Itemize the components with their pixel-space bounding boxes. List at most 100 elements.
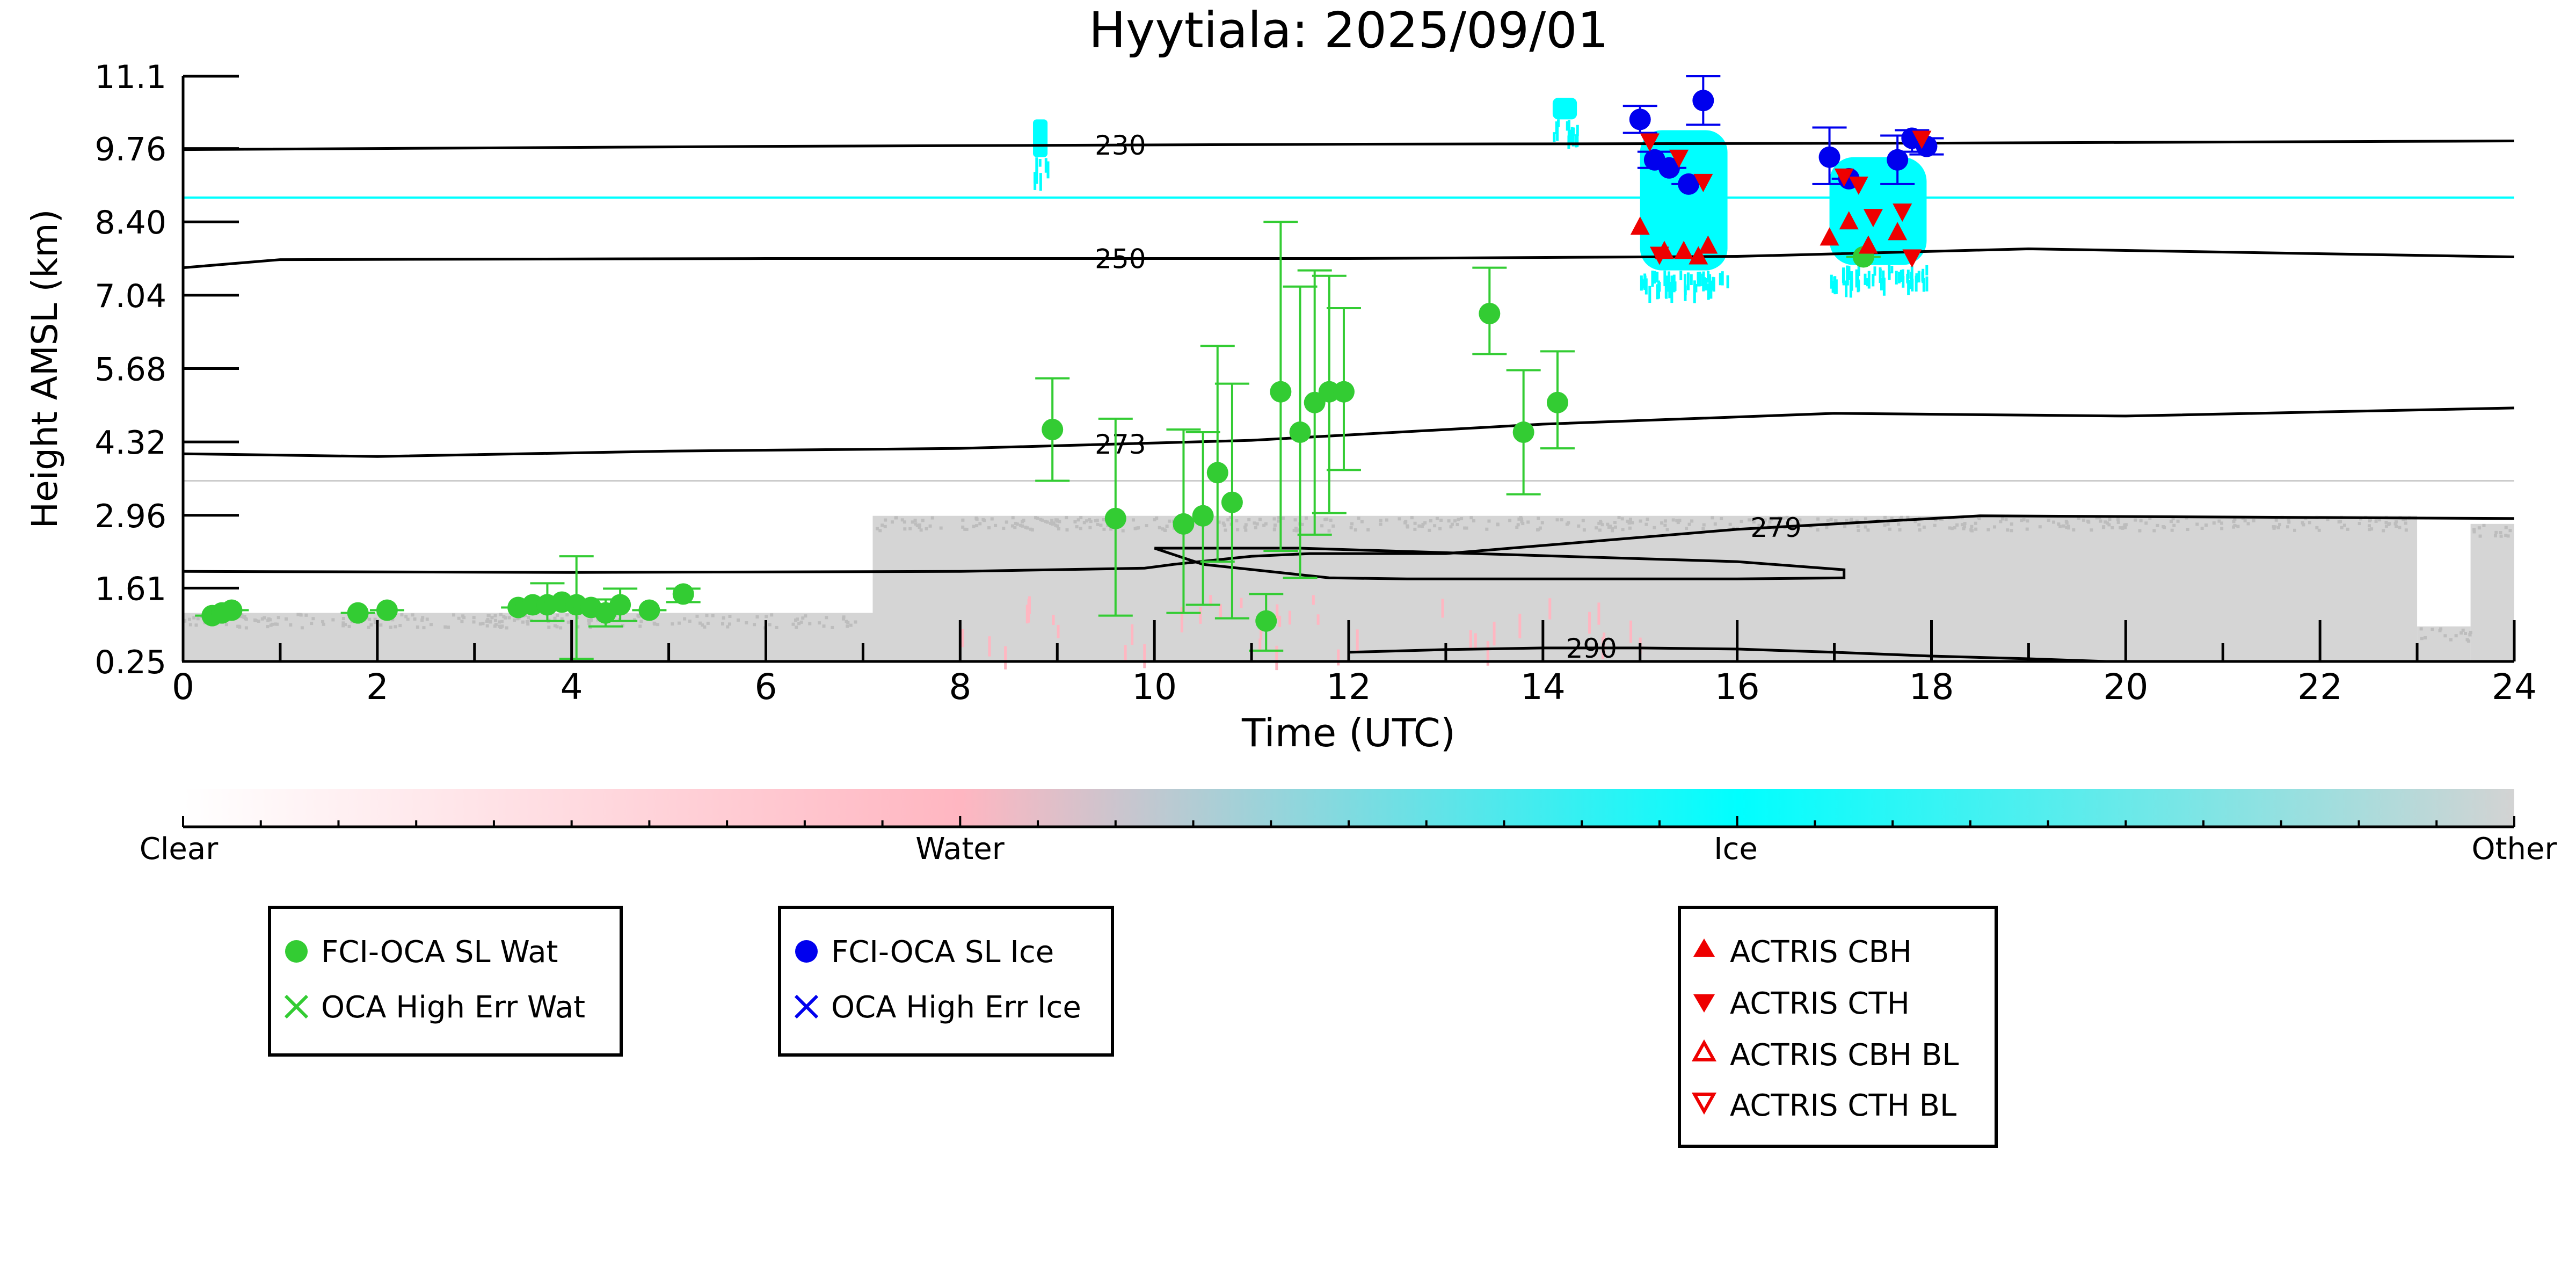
cloud-texture-fleck bbox=[2233, 518, 2237, 521]
cloud-texture-fleck bbox=[972, 525, 976, 528]
cloud-texture-fleck bbox=[1094, 519, 1097, 522]
cloud-texture-fleck bbox=[1354, 528, 1357, 532]
cloud-texture-fleck bbox=[791, 622, 795, 626]
cloud-texture-fleck bbox=[413, 617, 417, 621]
cloud-texture-fleck bbox=[1960, 523, 1964, 527]
cloud-texture-fleck bbox=[1690, 519, 1694, 523]
cloud-texture-fleck bbox=[1769, 518, 1772, 521]
cloud-texture-fleck bbox=[311, 617, 315, 621]
ice-cloud-fringe bbox=[1703, 277, 1706, 289]
cloud-texture-fleck bbox=[914, 522, 918, 526]
cloud-texture-fleck bbox=[2419, 627, 2423, 631]
actris-cbh-point bbox=[1858, 235, 1878, 254]
ice-cloud-fringe bbox=[1902, 276, 1905, 288]
cloud-texture-fleck bbox=[1866, 528, 1870, 532]
cloud-texture-fleck bbox=[1453, 519, 1457, 523]
cloud-texture-fleck bbox=[1678, 519, 1682, 522]
cloud-texture-fleck bbox=[2148, 516, 2152, 520]
cloud-texture-fleck bbox=[1520, 520, 1524, 523]
cloud-texture-fleck bbox=[406, 617, 410, 621]
cloud-texture-fleck bbox=[1433, 524, 1437, 528]
ice-cloud-fringe bbox=[1697, 274, 1700, 287]
cloud-texture-fleck bbox=[2317, 528, 2321, 532]
cloud-texture-fleck bbox=[192, 616, 196, 620]
water-cloud-streak bbox=[1240, 598, 1243, 608]
legend-marker-actris-cth bbox=[1693, 994, 1715, 1013]
actris-cbh-point bbox=[1698, 235, 1718, 254]
cloud-texture-fleck bbox=[1974, 521, 1977, 525]
cloud-texture-fleck bbox=[1913, 520, 1917, 523]
cloud-texture-fleck bbox=[1740, 520, 1743, 523]
cloud-texture-fleck bbox=[727, 622, 731, 626]
cloud-texture-fleck bbox=[2301, 521, 2304, 525]
cloud-texture-fleck bbox=[939, 526, 943, 530]
cloud-texture-fleck bbox=[978, 522, 982, 526]
cloud-texture-fleck bbox=[576, 625, 580, 629]
water-cloud-streak bbox=[1124, 645, 1127, 661]
cloud-texture-fleck bbox=[1277, 516, 1281, 520]
cloud-texture-fleck bbox=[1713, 522, 1717, 526]
actris-cth-point bbox=[1912, 130, 1932, 149]
cloud-texture-fleck bbox=[795, 625, 798, 629]
cloud-texture-fleck bbox=[2368, 528, 2371, 532]
actris-cth-point bbox=[1893, 203, 1912, 222]
cloud-texture-fleck bbox=[688, 619, 692, 623]
cloud-texture-fleck bbox=[2220, 527, 2224, 530]
cloud-texture-fleck bbox=[389, 625, 392, 629]
cloud-texture-fleck bbox=[2116, 518, 2120, 521]
cloud-texture-fleck bbox=[2116, 520, 2120, 524]
cloud-texture-fleck bbox=[2186, 528, 2189, 532]
cloud-texture-fleck bbox=[2090, 528, 2093, 532]
ice-cloud-fringe bbox=[1663, 270, 1667, 287]
ice-cloud-fringe bbox=[1698, 271, 1701, 287]
x-tick-label: 20 bbox=[2103, 666, 2148, 708]
cloud-texture-fleck bbox=[1660, 521, 1664, 525]
cloud-texture-fleck bbox=[1410, 516, 1414, 520]
ice-cloud-fringe bbox=[1640, 278, 1643, 289]
cloud-texture-fleck bbox=[1950, 527, 1954, 530]
cloud-texture-fleck bbox=[2461, 628, 2465, 632]
ice-cloud-fringe bbox=[1035, 170, 1038, 184]
cloud-texture-fleck bbox=[1508, 519, 1512, 522]
x-tick-label: 24 bbox=[2492, 666, 2537, 708]
cloud-texture-fleck bbox=[2387, 522, 2391, 526]
cloud-texture-fleck bbox=[1435, 516, 1439, 520]
cloud-texture-fleck bbox=[890, 520, 894, 524]
y-tick-label: 8.40 bbox=[94, 204, 166, 242]
cloud-texture-fleck bbox=[2370, 527, 2374, 531]
cloud-texture-fleck bbox=[1829, 518, 1833, 521]
cloud-texture-fleck bbox=[368, 617, 372, 621]
cloud-texture-fleck bbox=[421, 616, 425, 620]
cloud-texture-fleck bbox=[1133, 527, 1137, 530]
cloud-texture-fleck bbox=[556, 613, 559, 617]
cloud-texture-fleck bbox=[2468, 633, 2472, 637]
cloud-texture-fleck bbox=[1013, 526, 1017, 529]
x-tick-label: 4 bbox=[561, 666, 583, 708]
cloud-texture-fleck bbox=[1613, 525, 1617, 529]
cloud-texture-fleck bbox=[1109, 527, 1113, 531]
ice-cloud-fringe bbox=[1556, 126, 1559, 141]
ice-cloud-fringe bbox=[1566, 121, 1569, 131]
ice-cloud-fringe bbox=[1693, 280, 1696, 293]
cloud-texture-fleck bbox=[504, 616, 507, 620]
cloud-texture-fleck bbox=[487, 614, 491, 617]
cloud-texture-fleck bbox=[462, 616, 466, 620]
cloud-texture-fleck bbox=[296, 613, 300, 616]
cloud-texture-fleck bbox=[818, 621, 821, 625]
cloud-texture-fleck bbox=[2156, 523, 2159, 527]
cloud-texture-fleck bbox=[244, 626, 248, 630]
legend-label-oca-ice: FCI-OCA SL Ice bbox=[831, 935, 1054, 970]
cloud-texture-fleck bbox=[2062, 524, 2065, 528]
cloud-texture-fleck bbox=[1255, 522, 1259, 526]
cloud-texture-fleck bbox=[2374, 519, 2378, 523]
cloud-texture-fleck bbox=[1485, 527, 1489, 531]
cloud-texture-fleck bbox=[257, 620, 260, 623]
ice-point bbox=[1692, 90, 1714, 112]
cloud-texture-fleck bbox=[224, 623, 228, 627]
cloud-texture-fleck bbox=[2010, 522, 2013, 526]
cloud-texture-fleck bbox=[1628, 518, 1632, 521]
cloud-texture-fleck bbox=[304, 613, 308, 617]
cloud-texture-fleck bbox=[321, 620, 325, 623]
cloud-texture-fleck bbox=[1519, 516, 1523, 520]
cloud-texture-fleck bbox=[1955, 523, 1959, 527]
